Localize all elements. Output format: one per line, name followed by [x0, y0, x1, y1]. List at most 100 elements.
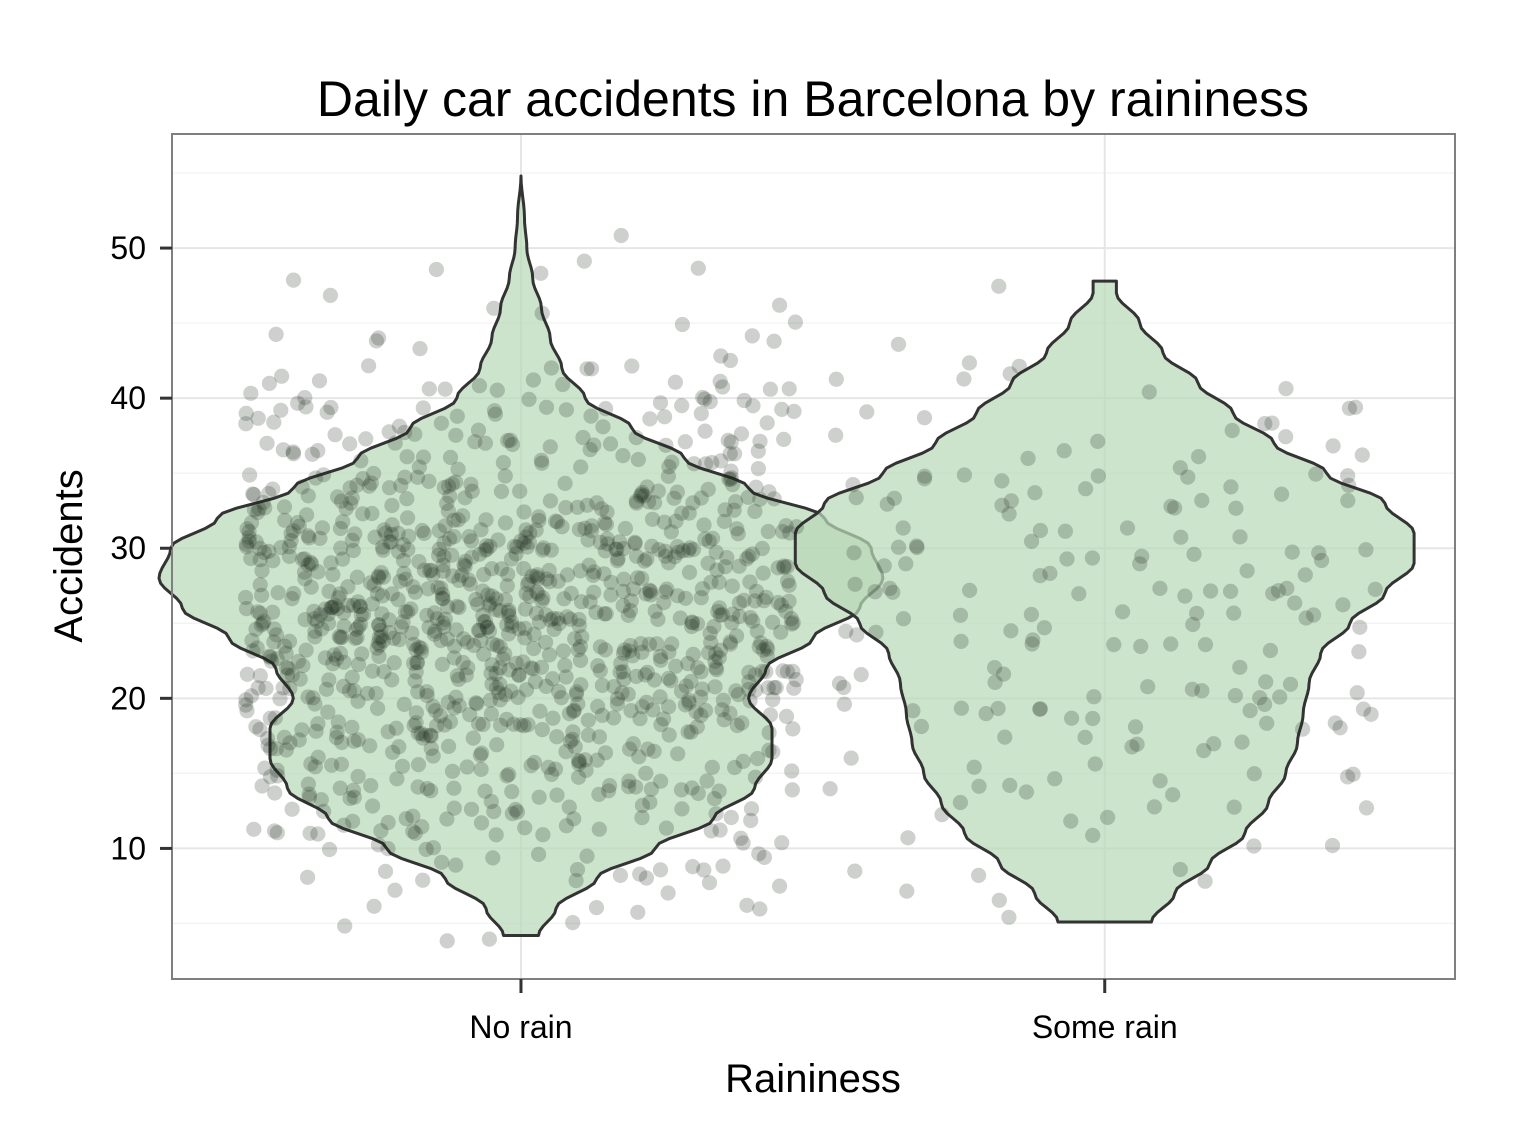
- data-point: [321, 583, 337, 600]
- data-point: [535, 540, 552, 556]
- data-point: [457, 553, 473, 569]
- data-point: [1297, 567, 1313, 583]
- data-point: [526, 754, 543, 771]
- data-point: [573, 677, 589, 693]
- data-point: [411, 554, 427, 570]
- data-point: [384, 586, 400, 602]
- data-point: [497, 687, 513, 703]
- data-point: [685, 495, 701, 511]
- data-point: [317, 601, 333, 617]
- data-point: [609, 541, 625, 557]
- data-point: [312, 530, 328, 547]
- data-point: [669, 484, 685, 500]
- data-point: [714, 702, 730, 718]
- data-point: [446, 780, 462, 796]
- data-point: [719, 550, 735, 566]
- data-point: [254, 587, 270, 603]
- data-point: [499, 768, 515, 784]
- data-point: [1177, 588, 1193, 604]
- data-point: [569, 499, 586, 515]
- data-point: [744, 328, 760, 344]
- data-point: [594, 677, 611, 694]
- y-tick-label: 10: [110, 830, 146, 866]
- data-point: [408, 664, 424, 680]
- data-point: [598, 606, 614, 622]
- data-point: [788, 519, 805, 535]
- violin-no-rain: [157, 174, 885, 937]
- data-point: [368, 333, 384, 349]
- data-point: [426, 605, 443, 621]
- data-point: [572, 563, 589, 579]
- data-point: [760, 523, 776, 540]
- data-point: [384, 497, 400, 514]
- data-point: [628, 430, 644, 446]
- data-point: [344, 719, 360, 735]
- data-point: [353, 453, 369, 469]
- data-point: [743, 812, 759, 829]
- data-point: [280, 660, 296, 677]
- data-point: [400, 604, 416, 620]
- data-point: [273, 540, 289, 556]
- data-point: [306, 603, 322, 620]
- data-point: [768, 680, 784, 696]
- data-point: [711, 650, 727, 666]
- data-point: [693, 406, 709, 422]
- data-point: [526, 626, 542, 642]
- data-point: [1347, 399, 1364, 415]
- data-point: [394, 758, 411, 774]
- data-point: [684, 615, 701, 631]
- data-point: [1203, 583, 1219, 599]
- data-point: [457, 558, 473, 575]
- data-point: [599, 531, 615, 547]
- data-point: [308, 723, 324, 739]
- data-point: [577, 520, 593, 536]
- data-point: [431, 541, 447, 558]
- data-point: [657, 543, 673, 559]
- data-point: [628, 493, 644, 509]
- data-point: [1223, 583, 1239, 600]
- data-point: [370, 837, 387, 853]
- data-point: [706, 791, 723, 807]
- data-point: [724, 615, 740, 631]
- data-point: [499, 617, 515, 633]
- data-point: [349, 569, 365, 585]
- data-point: [734, 715, 750, 731]
- data-point: [261, 375, 277, 391]
- data-point: [252, 605, 268, 621]
- data-point: [730, 526, 746, 542]
- data-point: [450, 461, 466, 477]
- data-point: [238, 405, 254, 421]
- data-point: [541, 647, 558, 663]
- data-point: [586, 564, 602, 580]
- data-point: [419, 607, 435, 623]
- data-point: [667, 374, 684, 390]
- data-point: [1186, 546, 1202, 562]
- data-point: [1327, 715, 1343, 731]
- data-point: [712, 822, 728, 838]
- data-point: [418, 841, 434, 858]
- data-point: [688, 704, 704, 720]
- data-point: [255, 495, 271, 511]
- data-point: [531, 789, 547, 805]
- data-point: [386, 655, 402, 671]
- data-point: [559, 567, 576, 583]
- data-point: [396, 565, 412, 581]
- data-point: [953, 633, 969, 650]
- data-point: [414, 819, 430, 835]
- data-point: [485, 850, 501, 866]
- data-point: [407, 673, 423, 689]
- data-point: [713, 348, 729, 364]
- data-point: [321, 841, 338, 858]
- data-point: [742, 693, 758, 709]
- data-point: [387, 882, 403, 898]
- data-point: [431, 523, 447, 539]
- data-point: [518, 522, 534, 538]
- data-point: [667, 549, 683, 565]
- data-point: [612, 664, 628, 680]
- data-point: [708, 544, 724, 560]
- data-point: [489, 637, 505, 654]
- data-point: [361, 478, 377, 494]
- data-point: [658, 437, 674, 453]
- data-point: [239, 539, 255, 555]
- data-point: [540, 759, 557, 776]
